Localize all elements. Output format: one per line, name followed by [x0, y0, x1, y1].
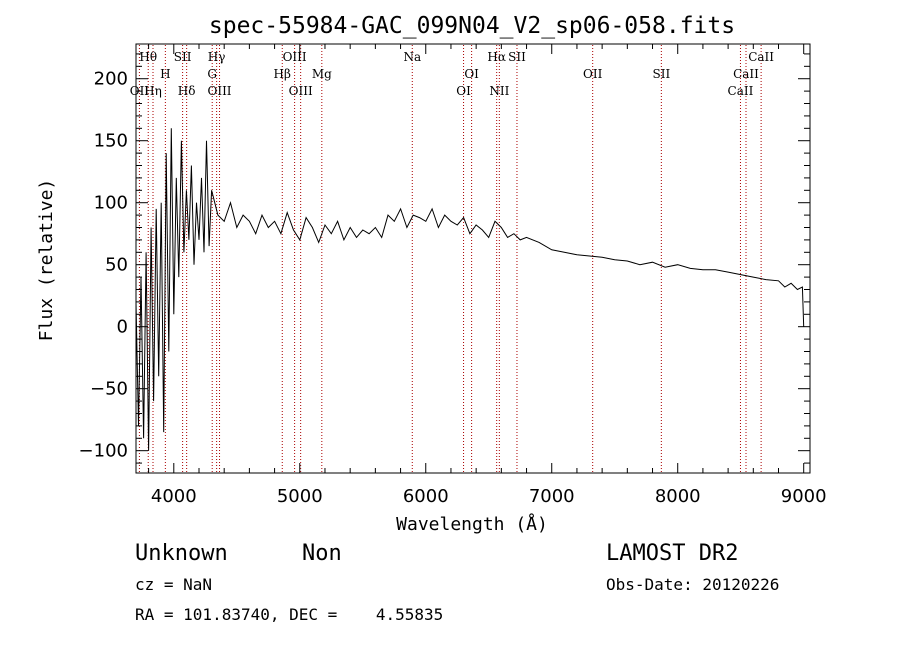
spectral-line-label: NII — [489, 84, 509, 98]
object-class: Unknown — [135, 541, 228, 566]
spectral-line-label: OII — [583, 67, 603, 81]
spectral-line-label: SII — [508, 50, 526, 64]
spectrum-line — [135, 128, 805, 451]
spectral-line-label: OI — [464, 67, 479, 81]
spectral-line-label: CaII — [728, 84, 754, 98]
plot-frame — [135, 43, 811, 474]
x-tick-label: 9000 — [781, 486, 827, 507]
spectral-line-label: Hγ — [208, 50, 226, 64]
coordinates: RA = 101.83740, DEC = 4.55835 — [135, 605, 443, 624]
spectral-line-label: CaII — [748, 50, 774, 64]
survey-name: LAMOST DR2 — [606, 541, 738, 566]
x-tick-label: 6000 — [403, 486, 449, 507]
spectral-line-labels: Hθ OII Hη H SII Hδ Hγ G OIII OIII Hβ Mg OIII Na OI OI Hα… — [130, 50, 775, 98]
observation-date: Obs-Date: 20120226 — [606, 575, 779, 594]
y-tick-label: 100 — [94, 193, 128, 214]
spectral-line-label: Hβ — [274, 67, 291, 81]
spectral-line-label: OI — [456, 84, 471, 98]
spectral-line-label: OIII — [289, 84, 313, 98]
x-tick-label: 4000 — [151, 486, 197, 507]
spectral-line-label: Hδ — [178, 84, 196, 98]
y-tick-label: 50 — [105, 255, 128, 276]
spectral-line-label: SII — [174, 50, 192, 64]
y-tick-label: 150 — [94, 131, 128, 152]
x-axis: 4000 5000 6000 7000 8000 9000 — [148, 44, 827, 507]
x-tick-label: 5000 — [277, 486, 323, 507]
spectral-line-label: OIII — [283, 50, 307, 64]
spectral-line-label: Na — [403, 50, 421, 64]
object-subclass: Non — [302, 541, 342, 566]
spectral-line-label: CaII — [733, 67, 759, 81]
y-tick-label: 0 — [117, 317, 128, 338]
spectral-line-label: Hη — [144, 84, 162, 98]
y-tick-label: 200 — [94, 69, 128, 90]
spectrum-series — [135, 128, 805, 451]
x-tick-label: 8000 — [655, 486, 701, 507]
spectral-line-label: Mg — [312, 67, 332, 81]
spectral-line-label: Hα — [487, 50, 506, 64]
spectral-line-label: G — [207, 67, 217, 81]
spectral-line-label: H — [160, 67, 170, 81]
spectral-line-markers — [138, 45, 762, 472]
y-axis: −100 −50 0 50 100 150 200 — [79, 53, 810, 464]
redshift-cz: cz = NaN — [135, 575, 212, 594]
spectral-line-label: Hθ — [139, 50, 157, 64]
spectral-line-label: OIII — [207, 84, 231, 98]
y-axis-label: Flux (relative) — [36, 179, 57, 342]
x-tick-label: 7000 — [529, 486, 575, 507]
x-axis-label: Wavelength (Å) — [396, 513, 548, 535]
spectral-line-label: SII — [652, 67, 670, 81]
chart-title: spec-55984-GAC_099N04_V2_sp06-058.fits — [209, 13, 735, 39]
y-tick-label: −100 — [79, 441, 128, 462]
y-tick-label: −50 — [90, 379, 128, 400]
